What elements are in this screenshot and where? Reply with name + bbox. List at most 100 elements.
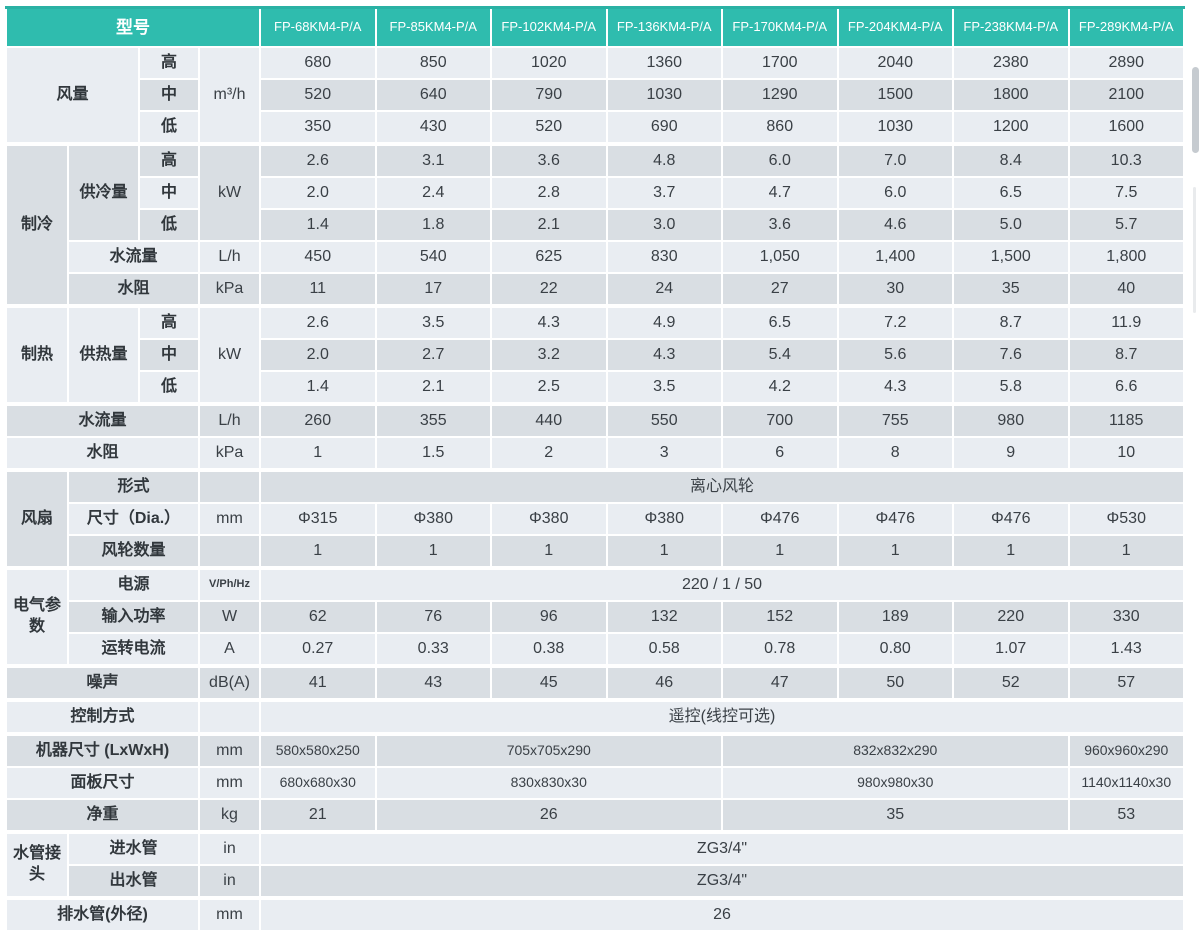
value-cell: Φ315 [259,502,377,536]
value-cell: 1185 [1067,402,1185,438]
value-cell: 1 [259,534,377,569]
unit-label: L/h [198,402,261,438]
table-row: 出水管 in ZG3/4" [6,864,1185,899]
value-cell: 8.7 [952,304,1070,340]
value-cell: 8.7 [1067,338,1185,372]
value-cell: 5.4 [721,338,839,372]
value-cell: Φ476 [952,502,1070,536]
value-cell: 350 [259,110,377,145]
pipe-group-label: 水管接头 [5,830,69,899]
value-cell-span: 35 [721,798,1070,833]
value-cell: 2 [490,436,608,471]
value-cell: 6 [721,436,839,471]
value-cell: Φ476 [836,502,954,536]
value-cell: 330 [1067,600,1185,634]
value-cell-span: 26 [374,798,723,833]
control-mode-label: 控制方式 [5,698,200,735]
value-cell: 680x680x30 [259,766,377,800]
value-cell: 40 [1067,272,1185,307]
value-cell: 1.8 [374,208,492,242]
value-cell: 1600 [1067,110,1185,145]
value-cell: 1140x1140x30 [1067,766,1185,800]
unit-label: kPa [198,436,261,471]
table-row: 噪声 dB(A) 41 43 45 46 47 50 52 57 [5,664,1185,701]
value-cell: 30 [836,272,954,307]
unit-dimensions-label: 机器尺寸 (LxWxH) [5,732,200,768]
value-cell: 47 [721,664,839,701]
value-cell: 440 [490,402,608,438]
value-cell: 3.6 [721,208,839,242]
unit-label: kg [198,798,261,833]
value-cell: 46 [605,664,723,701]
value-cell: 21 [259,798,377,833]
value-cell: 9 [952,436,1070,471]
fan-diameter-label: 尺寸（Dia.） [67,502,200,536]
value-cell-span: ZG3/4" [259,830,1185,866]
table-row: 水阻 kPa 1 1.5 2 3 6 8 9 10 [5,436,1185,471]
table-row: 面板尺寸 mm 680x680x30 830x830x30 980x980x30… [5,766,1185,800]
value-cell: 1020 [490,46,608,80]
value-cell: 2100 [1067,78,1185,112]
table-row: 中 520 640 790 1030 1290 1500 1800 2100 [6,78,1185,112]
value-cell: 1500 [836,78,954,112]
value-cell: 520 [259,78,377,112]
value-cell: Φ530 [1067,502,1185,536]
table-row: 水阻 kPa 11 17 22 24 27 30 35 40 [6,272,1185,307]
value-cell: 132 [605,600,723,634]
table-row: 水流量 L/h 450 540 625 830 1,050 1,400 1,50… [6,240,1185,274]
value-cell: 680 [259,46,377,80]
value-cell: 980 [952,402,1070,438]
value-cell-span: 26 [259,896,1185,932]
value-cell: 3 [605,436,723,471]
value-cell: 1 [259,436,377,471]
value-cell: 690 [605,110,723,145]
value-cell: 50 [836,664,954,701]
value-cell: 1 [836,534,954,569]
table-row: 低 1.4 2.1 2.5 3.5 4.2 4.3 5.8 6.6 [6,370,1185,405]
value-cell: 0.78 [721,632,839,667]
table-row: 制冷 供冷量 高 kW 2.6 3.1 3.6 4.8 6.0 7.0 8.4 … [5,142,1185,307]
model-header-cell: FP-68KM4-P/A [259,6,377,48]
value-cell-span: 遥控(线控可选) [259,698,1185,735]
unit-label: L/h [198,240,261,274]
value-cell: 2890 [1067,46,1185,80]
water-flow-label: 水流量 [67,240,200,274]
row-label: 中 [138,176,200,210]
table-row: 控制方式 遥控(线控可选) [5,698,1185,735]
unit-label-empty [198,534,261,569]
value-cell-span: 830x830x30 [374,766,723,800]
value-cell-span: 980x980x30 [721,766,1070,800]
unit-label: in [198,830,261,866]
value-cell: 1 [1067,534,1185,569]
value-cell: 1,400 [836,240,954,274]
table-row: 排水管(外径) mm 26 [5,896,1185,932]
value-cell: 11.9 [1067,304,1185,340]
value-cell: 52 [952,664,1070,701]
value-cell: 3.5 [374,304,492,340]
value-cell: 35 [952,272,1070,307]
value-cell: 4.3 [836,370,954,405]
unit-label: kW [198,142,261,242]
value-cell: 62 [259,600,377,634]
value-cell: 5.6 [836,338,954,372]
unit-label: mm [198,896,261,932]
unit-label: A [198,632,261,667]
inlet-pipe-label: 进水管 [67,830,200,866]
scrollbar-thumb[interactable] [1192,67,1199,153]
value-cell: 8.4 [952,142,1070,178]
model-header-cell: FP-204KM4-P/A [836,6,954,48]
value-cell: 152 [721,600,839,634]
value-cell: 1290 [721,78,839,112]
value-cell: 355 [374,402,492,438]
table-row: 水流量 L/h 260 355 440 550 700 755 980 1185 [5,402,1185,438]
value-cell: 1030 [605,78,723,112]
value-cell: 1 [605,534,723,569]
value-cell: 189 [836,600,954,634]
table-row: 机器尺寸 (LxWxH) mm 580x580x250 705x705x290 … [5,732,1185,768]
value-cell: 5.8 [952,370,1070,405]
value-cell: 2.4 [374,176,492,210]
value-cell: 41 [259,664,377,701]
value-cell: 4.8 [605,142,723,178]
unit-label: W [198,600,261,634]
unit-label-empty [198,698,261,735]
